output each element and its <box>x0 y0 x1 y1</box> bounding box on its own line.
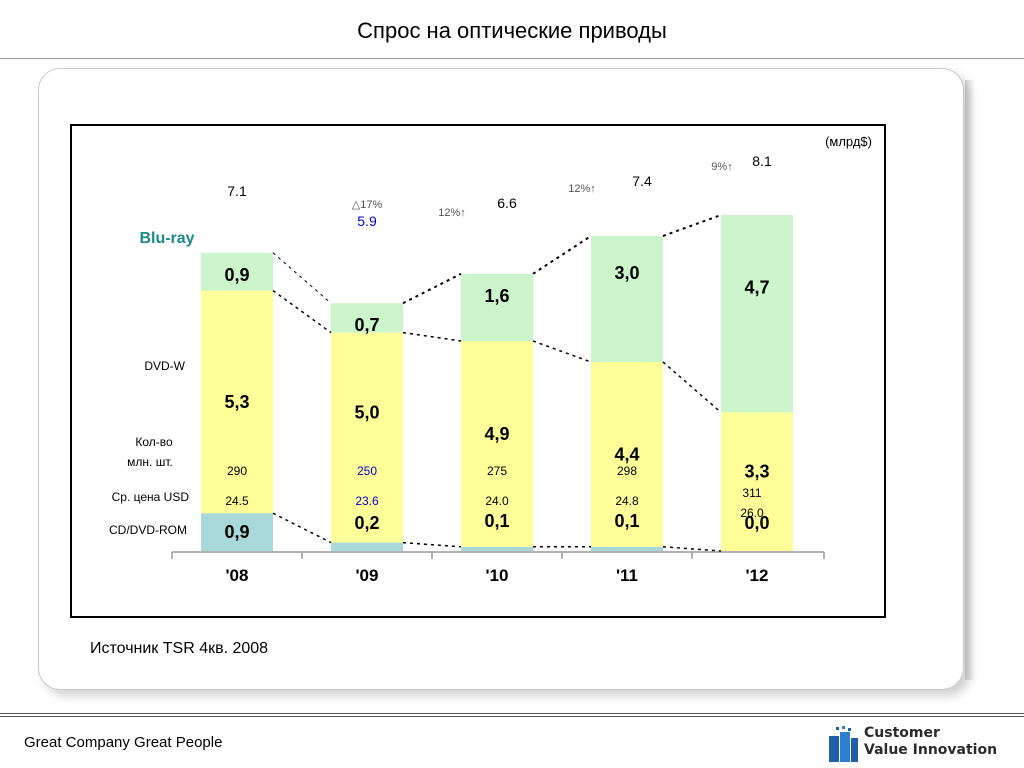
price-value-09: 23.6 <box>355 494 379 508</box>
title-divider <box>0 58 1024 59</box>
footer-divider-2 <box>0 716 1024 717</box>
bar-dvdw-09 <box>331 332 403 543</box>
logo-line-1: Customer <box>864 725 940 741</box>
value-label-bluray-10: 1,6 <box>484 286 509 306</box>
total-label-10: 6.6 <box>497 195 517 211</box>
bar-bluray-08 <box>201 252 273 291</box>
logo-line-2: Value Innovation <box>864 742 998 758</box>
panel-shadow <box>965 80 975 680</box>
connector-cdrom-08 <box>272 512 332 544</box>
connector-bluray-09 <box>402 331 462 342</box>
bar-bluray-09 <box>331 303 403 333</box>
value-label-cdrom-08: 0,9 <box>224 522 249 542</box>
category-label-11: '11 <box>616 566 638 585</box>
category-label-12: '12 <box>746 566 769 585</box>
quantity-value-09: 250 <box>357 464 377 478</box>
unit-label: (млрд$) <box>825 134 872 149</box>
quantity-value-08: 290 <box>227 464 247 478</box>
connector-cdrom-11 <box>662 546 722 552</box>
price-value-12: 26.0 <box>740 506 764 520</box>
bar-cdrom-09 <box>331 542 403 551</box>
connector-bluray-08 <box>272 289 332 334</box>
value-label-dvdw-10: 4,9 <box>484 424 509 444</box>
bar-dvdw-12 <box>721 412 793 551</box>
bar-cdrom-08 <box>201 513 273 551</box>
bar-bluray-12 <box>721 215 793 413</box>
value-label-dvdw-08: 5,3 <box>224 392 249 412</box>
growth-label-12: 9%↑ <box>711 161 732 173</box>
connector-total-08 <box>272 252 332 304</box>
value-label-cdrom-09: 0,2 <box>354 513 379 533</box>
value-label-cdrom-10: 0,1 <box>484 511 509 531</box>
source-note: Источник TSR 4кв. 2008 <box>90 640 269 657</box>
connector-cdrom-09 <box>402 541 462 548</box>
bar-bluray-11 <box>591 236 663 362</box>
logo-cube-icon <box>829 726 858 762</box>
quantity-value-11: 298 <box>617 464 637 478</box>
growth-label-11: 12%↑ <box>568 183 596 195</box>
series-label-dvdw: DVD-W <box>144 359 185 373</box>
bar-dvdw-08 <box>201 290 273 514</box>
quantity-value-10: 275 <box>487 464 507 478</box>
total-label-09: 5.9 <box>357 213 377 229</box>
value-label-bluray-11: 3,0 <box>614 263 639 283</box>
value-label-cdrom-12: 0,0 <box>744 513 769 533</box>
value-label-cdrom-11: 0,1 <box>614 511 639 531</box>
quantity-value-12: 311 <box>742 486 761 500</box>
row-label-quantity-unit: млн. шт. <box>127 455 173 469</box>
company-logo: Customer Value Innovation <box>826 724 1022 766</box>
page-title: Спрос на оптические приводы <box>357 18 667 43</box>
bar-cdrom-10 <box>461 546 533 551</box>
value-label-dvdw-11: 4,4 <box>614 444 639 464</box>
growth-label-09: △17% <box>352 199 383 211</box>
bar-dvdw-11 <box>591 362 663 547</box>
footer-slogan: Great Company Great People <box>24 734 223 751</box>
value-label-dvdw-12: 3,3 <box>744 462 769 482</box>
value-label-dvdw-09: 5,0 <box>354 403 379 423</box>
series-label-cdrom: CD/DVD-ROM <box>109 523 187 537</box>
total-label-11: 7.4 <box>632 173 652 189</box>
row-label-price: Ср. цена USD <box>112 490 190 504</box>
footer-divider <box>0 713 1024 714</box>
price-value-11: 24.8 <box>615 494 639 508</box>
series-label-bluray: Blu-ray <box>139 230 194 247</box>
bar-bluray-10 <box>461 273 533 341</box>
connector-total-11 <box>662 214 722 237</box>
category-label-08: '08 <box>226 566 249 585</box>
category-label-09: '09 <box>356 566 379 585</box>
connector-total-10 <box>532 235 592 275</box>
total-label-08: 7.1 <box>227 183 247 199</box>
connector-total-09 <box>402 272 462 305</box>
value-label-bluray-12: 4,7 <box>744 278 769 298</box>
connector-bluray-11 <box>662 361 722 413</box>
bar-cdrom-11 <box>591 546 663 551</box>
stacked-bar-chart: (млрд$) 0,9 0,2 0,1 0,1 0,0 5,3 5,0 4,9 4,4 3,3 0,9… <box>109 134 872 585</box>
total-label-12: 8.1 <box>752 153 772 169</box>
connector-bluray-10 <box>532 340 592 363</box>
value-label-bluray-09: 0,7 <box>354 315 379 335</box>
chart-frame: (млрд$) 0,9 0,2 0,1 0,1 0,0 5,3 5,0 4,9 4,4 3,3 0,9… <box>70 124 886 618</box>
price-value-08: 24.5 <box>225 494 249 508</box>
growth-label-10: 12%↑ <box>438 207 466 219</box>
bar-dvdw-10 <box>461 341 533 547</box>
row-label-quantity: Кол-во <box>135 435 173 449</box>
price-value-10: 24.0 <box>485 494 509 508</box>
category-label-10: '10 <box>486 566 509 585</box>
value-label-bluray-08: 0,9 <box>224 265 249 285</box>
